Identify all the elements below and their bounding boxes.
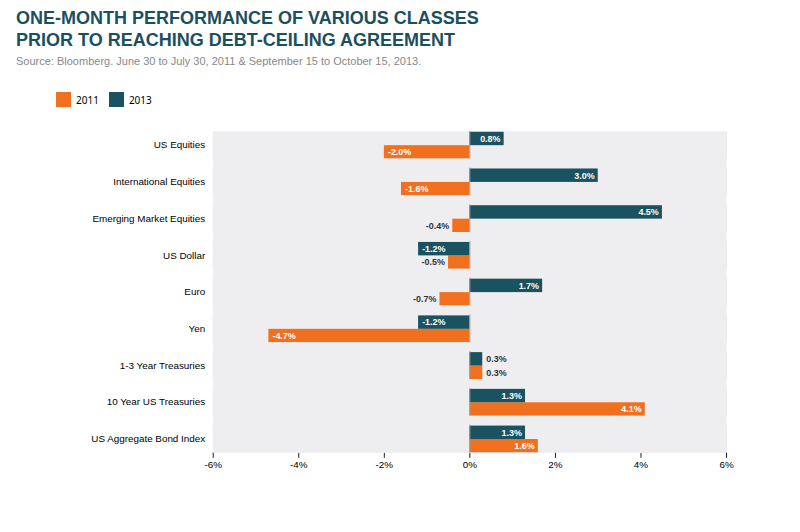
svg-text:2%: 2% <box>548 459 562 470</box>
svg-text:US Equities: US Equities <box>154 140 206 151</box>
html-text:2013: 2013 <box>128 92 152 107</box>
svg-text:10 Year US Treasuries: 10 Year US Treasuries <box>107 397 206 408</box>
svg-text:International Equities: International Equities <box>113 176 205 187</box>
svg-text:-1.2%: -1.2% <box>422 318 445 328</box>
svg-text:US Dollar: US Dollar <box>163 250 206 261</box>
svg-text:-1.6%: -1.6% <box>405 184 428 194</box>
svg-text:1.3%: 1.3% <box>502 391 522 401</box>
svg-text:1.3%: 1.3% <box>502 428 522 438</box>
svg-text:0.3%: 0.3% <box>486 368 506 378</box>
svg-text:-0.4%: -0.4% <box>426 221 449 231</box>
svg-text:0.8%: 0.8% <box>480 134 500 144</box>
svg-text:Yen: Yen <box>189 323 206 334</box>
svg-text:3.0%: 3.0% <box>574 171 594 181</box>
svg-text:-1.2%: -1.2% <box>422 244 445 254</box>
svg-text:-0.5%: -0.5% <box>422 258 445 268</box>
svg-text:-2%: -2% <box>376 459 394 470</box>
svg-text:-6%: -6% <box>204 459 222 470</box>
svg-text:-4.7%: -4.7% <box>272 331 295 341</box>
svg-text:-2.0%: -2.0% <box>388 147 411 157</box>
html-text:2011: 2011 <box>76 92 99 107</box>
svg-text:0%: 0% <box>463 459 477 470</box>
svg-text:US Aggregate Bond Index: US Aggregate Bond Index <box>91 433 205 444</box>
html-text:ONE-MONTH PERFORMANCE OF VARIO: ONE-MONTH PERFORMANCE OF VARIOUS CLASSES… <box>16 8 479 50</box>
svg-text:4.5%: 4.5% <box>638 207 658 217</box>
svg-text:1.6%: 1.6% <box>514 441 534 451</box>
html-text:Source: Bloomberg. June 30 to: Source: Bloomberg. June 30 to July 30, 2… <box>16 55 422 68</box>
svg-text:-4%: -4% <box>290 459 308 470</box>
svg-text:4%: 4% <box>634 459 648 470</box>
svg-text:6%: 6% <box>719 459 733 470</box>
svg-text:-0.7%: -0.7% <box>413 294 436 304</box>
svg-text:1.7%: 1.7% <box>519 281 539 291</box>
svg-text:4.1%: 4.1% <box>621 405 641 415</box>
svg-text:1-3 Year Treasuries: 1-3 Year Treasuries <box>120 360 205 371</box>
svg-text:Emerging Market Equities: Emerging Market Equities <box>92 213 205 224</box>
svg-text:0.3%: 0.3% <box>486 354 506 364</box>
svg-text:Euro: Euro <box>184 286 205 297</box>
